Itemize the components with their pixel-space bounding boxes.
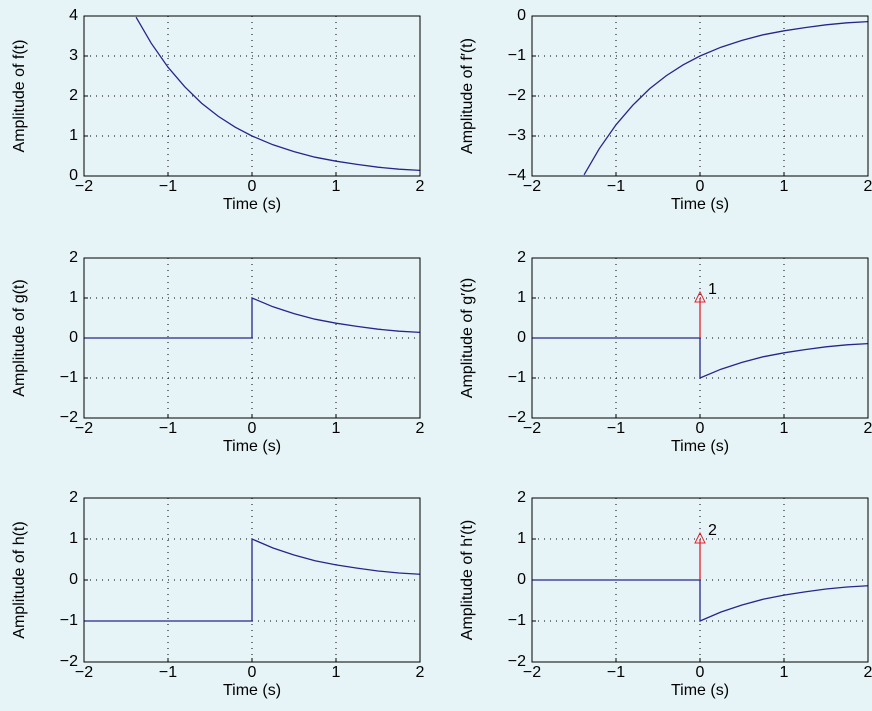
x-tick-label: 2 <box>416 178 425 195</box>
y-axis-label: Amplitude of g(t) <box>11 279 28 396</box>
axes: −2 −1 0 1 2 0 1 2 3 4 Time (s) Amplitude of f(t) <box>11 7 424 213</box>
x-axis-label: Time (s) <box>671 196 729 213</box>
data-line <box>84 538 420 622</box>
x-axis-label: Time (s) <box>671 438 729 455</box>
axes: −2 −1 0 1 2 −2 −1 0 1 2 2 Time (s) Amplitude of h′(t… <box>459 489 872 699</box>
x-tick-label: −1 <box>159 178 177 195</box>
x-tick-label: 2 <box>864 178 872 195</box>
x-tick-label: −2 <box>75 420 93 437</box>
y-tick-label: 0 <box>517 329 526 346</box>
x-tick-label: 0 <box>696 664 705 681</box>
x-tick-label: −2 <box>523 178 541 195</box>
x-axis-label: Time (s) <box>223 438 281 455</box>
data-line <box>583 20 868 176</box>
axes: −2 −1 0 1 2 −2 −1 0 1 2 Time (s) Amplitude of h(t) <box>11 489 424 699</box>
x-tick-label: −1 <box>607 178 625 195</box>
y-tick-label: 1 <box>69 530 78 547</box>
axes-box <box>531 257 869 419</box>
x-axis-label: Time (s) <box>223 196 281 213</box>
x-tick-label: 1 <box>780 178 789 195</box>
y-tick-label: −2 <box>508 409 526 426</box>
impulse-marker <box>694 531 706 544</box>
y-tick-label: 2 <box>517 249 526 266</box>
axes-box <box>531 497 869 663</box>
data-line <box>84 297 420 339</box>
y-tick-label: −1 <box>60 369 78 386</box>
x-tick-label: 0 <box>248 420 257 437</box>
x-tick-label: 1 <box>332 420 341 437</box>
x-tick-label: −1 <box>159 420 177 437</box>
x-tick-label: 1 <box>332 178 341 195</box>
x-tick-label: −2 <box>75 178 93 195</box>
x-tick-label: 0 <box>248 664 257 681</box>
y-tick-label: 1 <box>69 289 78 306</box>
axes: −2 −1 0 1 2 −2 −1 0 1 2 Time (s) Amplitude of g(t) <box>11 249 424 455</box>
y-axis-label: Amplitude of f(t) <box>11 40 28 153</box>
x-tick-label: 0 <box>696 178 705 195</box>
x-tick-label: 2 <box>416 420 425 437</box>
y-tick-label: −2 <box>508 87 526 104</box>
y-tick-label: −1 <box>508 47 526 64</box>
x-tick-label: −2 <box>75 664 93 681</box>
axes-box <box>83 15 421 177</box>
y-tick-label: −1 <box>60 612 78 629</box>
y-tick-label: −2 <box>60 653 78 670</box>
y-tick-label: 1 <box>69 127 78 144</box>
axes-box <box>531 15 869 177</box>
y-tick-label: −2 <box>60 409 78 426</box>
x-tick-label: −2 <box>523 664 541 681</box>
x-axis-label: Time (s) <box>223 682 281 699</box>
y-axis-label: Amplitude of f′(t) <box>459 38 476 154</box>
y-tick-label: 2 <box>69 87 78 104</box>
x-tick-label: 1 <box>332 664 341 681</box>
x-tick-label: −1 <box>607 420 625 437</box>
y-tick-label: 0 <box>517 7 526 24</box>
x-tick-label: 2 <box>864 664 872 681</box>
y-tick-label: 0 <box>69 329 78 346</box>
axes: −2 −1 0 1 2 −2 −1 0 1 2 1 Time (s) Amplitude of g′(t… <box>459 249 872 455</box>
y-tick-label: 2 <box>69 489 78 506</box>
y-tick-label: 1 <box>517 289 526 306</box>
y-axis-label: Amplitude of g′(t) <box>459 278 476 398</box>
data-line <box>532 579 868 622</box>
y-tick-label: 4 <box>69 7 78 24</box>
x-tick-label: 1 <box>780 664 789 681</box>
impulse-marker <box>694 290 706 303</box>
data-line <box>532 337 868 379</box>
impulse-annotation: 1 <box>708 281 717 298</box>
y-axis-label: Amplitude of h(t) <box>11 521 28 638</box>
axes-box <box>83 497 421 663</box>
y-tick-label: −2 <box>508 653 526 670</box>
y-tick-label: 0 <box>69 571 78 588</box>
x-axis-label: Time (s) <box>671 682 729 699</box>
x-tick-label: 0 <box>696 420 705 437</box>
axes-box <box>83 257 421 419</box>
y-axis-label: Amplitude of h′(t) <box>459 520 476 640</box>
y-tick-label: 2 <box>69 249 78 266</box>
x-tick-label: −1 <box>159 664 177 681</box>
x-tick-label: 0 <box>248 178 257 195</box>
x-tick-label: 1 <box>780 420 789 437</box>
x-tick-label: 2 <box>864 420 872 437</box>
x-tick-label: −1 <box>607 664 625 681</box>
y-tick-label: 1 <box>517 530 526 547</box>
y-tick-label: 2 <box>517 489 526 506</box>
data-line <box>135 16 420 172</box>
y-tick-label: −1 <box>508 612 526 629</box>
y-tick-label: −4 <box>508 167 526 184</box>
y-tick-label: 0 <box>69 167 78 184</box>
y-tick-label: −1 <box>508 369 526 386</box>
y-tick-label: 3 <box>69 47 78 64</box>
impulse-annotation: 2 <box>708 522 717 539</box>
y-tick-label: 0 <box>517 571 526 588</box>
x-tick-label: −2 <box>523 420 541 437</box>
y-tick-label: −3 <box>508 127 526 144</box>
x-tick-label: 2 <box>416 664 425 681</box>
